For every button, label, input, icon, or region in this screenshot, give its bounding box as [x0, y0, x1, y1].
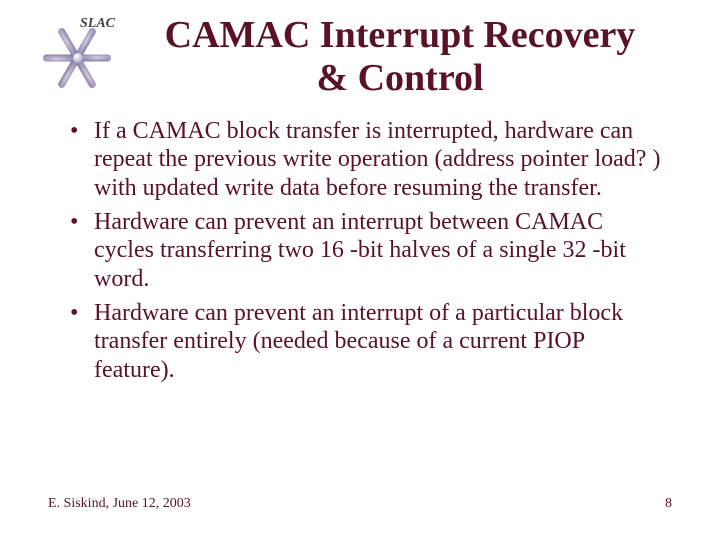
page-number: 8 — [665, 496, 672, 512]
page-title: CAMAC Interrupt Recovery & Control — [150, 10, 680, 99]
list-item: Hardware can prevent an interrupt betwee… — [70, 208, 668, 293]
slide: SLAC CAMAC Interrupt Recovery & Control … — [0, 0, 720, 540]
footer: E. Siskind, June 12, 2003 8 — [48, 496, 672, 512]
list-item: Hardware can prevent an interrupt of a p… — [70, 299, 668, 384]
header: SLAC CAMAC Interrupt Recovery & Control — [40, 10, 680, 99]
footer-author-date: E. Siskind, June 12, 2003 — [48, 496, 191, 512]
slac-logo-icon — [46, 34, 110, 82]
logo-block: SLAC — [40, 10, 150, 82]
list-item: If a CAMAC block transfer is interrupted… — [70, 117, 668, 202]
bullet-list: If a CAMAC block transfer is interrupted… — [40, 117, 680, 384]
